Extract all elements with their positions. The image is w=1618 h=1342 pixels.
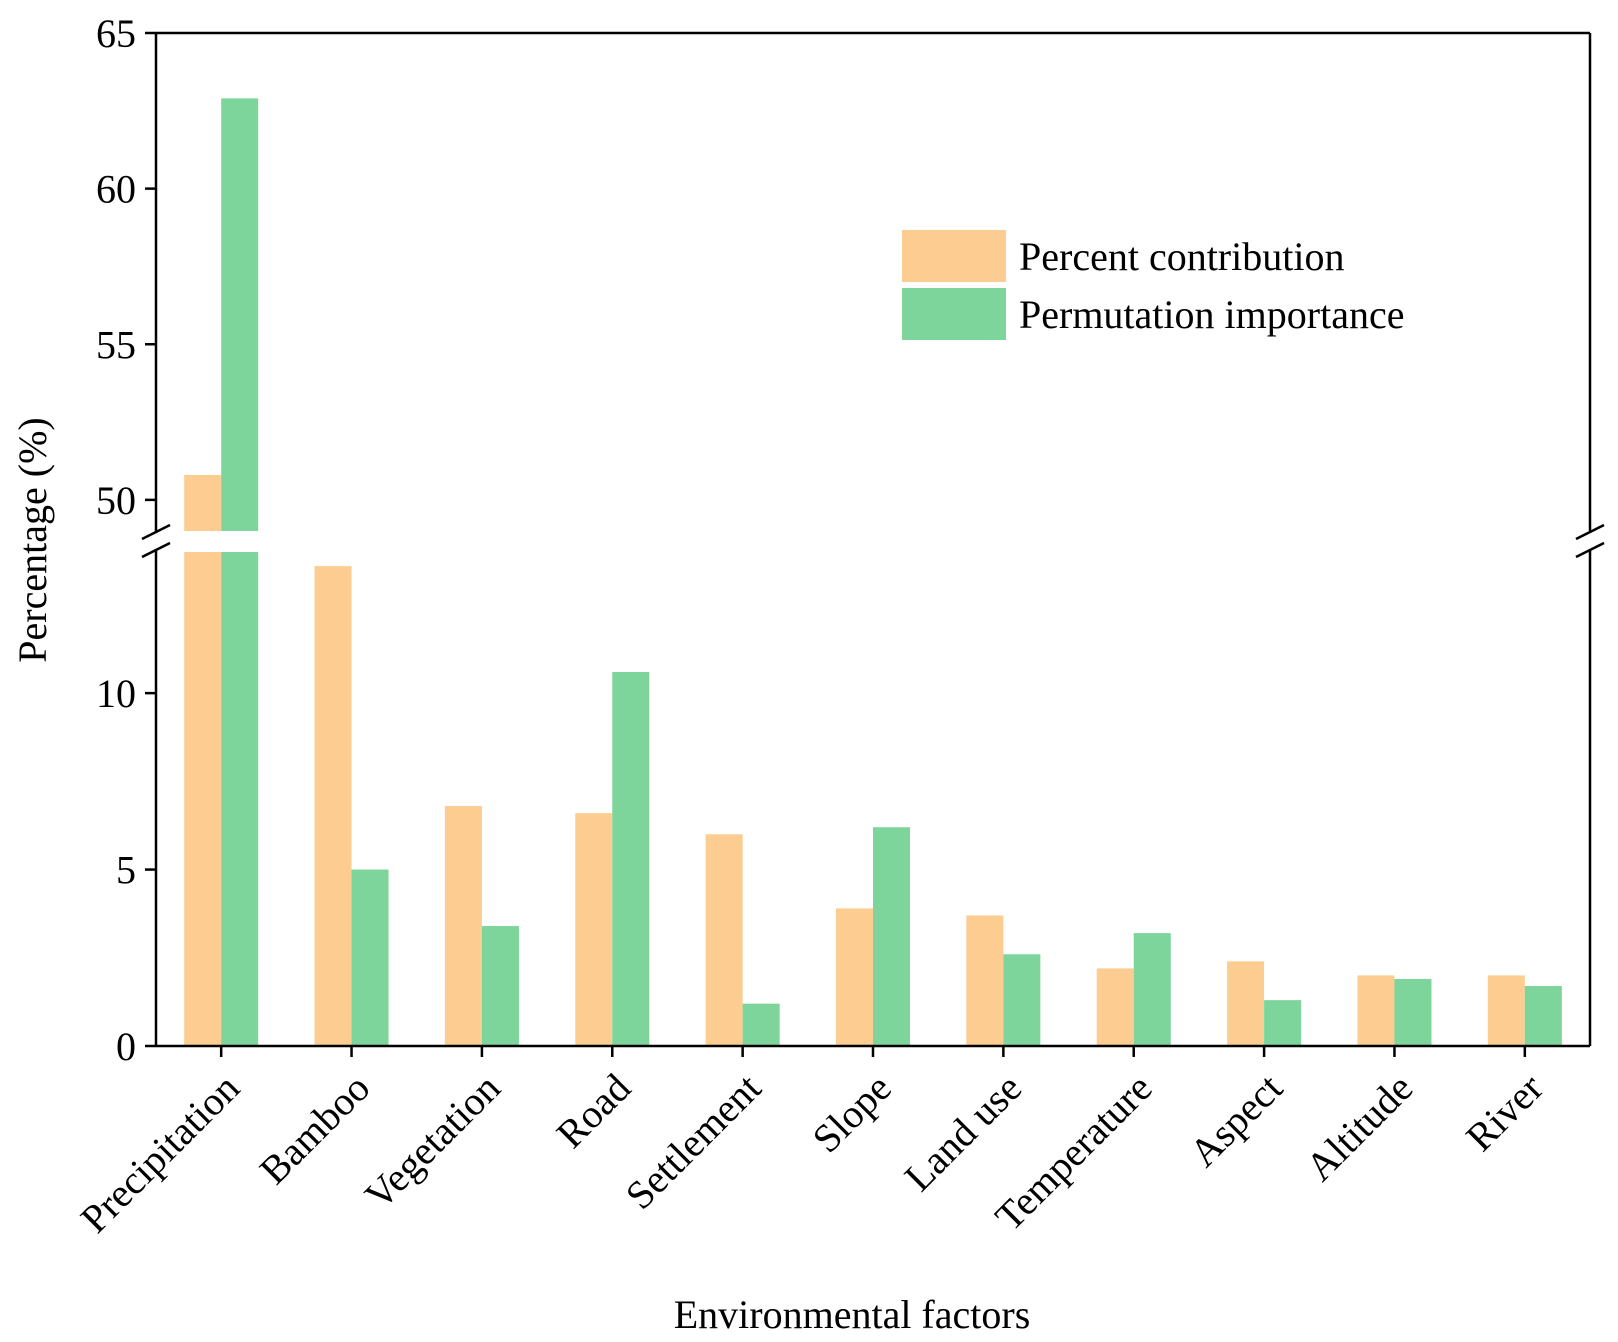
x-tick-label: Slope: [804, 1065, 900, 1161]
x-axis-title: Environmental factors: [674, 1292, 1031, 1337]
x-tick-label: Aspect: [1181, 1065, 1291, 1175]
legend-swatch: [902, 230, 1006, 282]
y-tick-label: 60: [96, 167, 136, 212]
x-tick-label: Altitude: [1297, 1065, 1422, 1190]
bar: [1487, 975, 1525, 1046]
bar: [1394, 978, 1432, 1046]
y-tick-label: 55: [96, 322, 136, 367]
y-tick-label: 10: [96, 671, 136, 716]
y-tick-label: 0: [116, 1024, 136, 1069]
y-tick-label: 65: [96, 11, 136, 56]
x-tick-label: Bamboo: [251, 1065, 379, 1193]
bar-upper-part: [221, 98, 259, 532]
legend-label: Permutation importance: [1019, 292, 1404, 337]
x-tick-label: Precipitation: [72, 1065, 248, 1241]
x-tick-label: Road: [548, 1065, 640, 1157]
bar: [481, 926, 519, 1046]
x-tick-label: River: [1457, 1065, 1552, 1160]
bar: [1524, 986, 1562, 1046]
bar: [1227, 961, 1265, 1046]
bar: [1357, 975, 1395, 1046]
y-axis-title: Percentage (%): [10, 417, 55, 662]
x-tick-label: Vegetation: [356, 1065, 509, 1218]
bar: [1096, 968, 1134, 1046]
bar: [742, 1003, 780, 1046]
bar-lower-part: [221, 552, 259, 1046]
legend-swatch: [902, 288, 1006, 340]
x-tick-label: Settlement: [617, 1065, 770, 1218]
bar: [314, 566, 352, 1046]
axis-break: [1575, 541, 1605, 559]
bar: [612, 671, 650, 1046]
axis-break: [1575, 523, 1605, 541]
bar: [1133, 933, 1171, 1046]
y-tick-label: 5: [116, 848, 136, 893]
axis-break: [141, 523, 171, 541]
bar: [705, 834, 743, 1046]
bar: [1264, 1000, 1302, 1046]
bar: [873, 827, 910, 1046]
x-tick-label: Land use: [895, 1065, 1030, 1200]
bar: [575, 813, 613, 1046]
bar: [351, 869, 389, 1046]
y-tick-label: 50: [96, 478, 136, 523]
bar: [1003, 954, 1041, 1046]
legend-label: Percent contribution: [1019, 234, 1344, 279]
bar: [444, 806, 482, 1046]
bar-lower-part: [184, 552, 222, 1046]
bar-upper-part: [184, 474, 222, 531]
axis-break: [141, 541, 171, 559]
bar: [836, 908, 873, 1046]
bar: [966, 915, 1004, 1046]
